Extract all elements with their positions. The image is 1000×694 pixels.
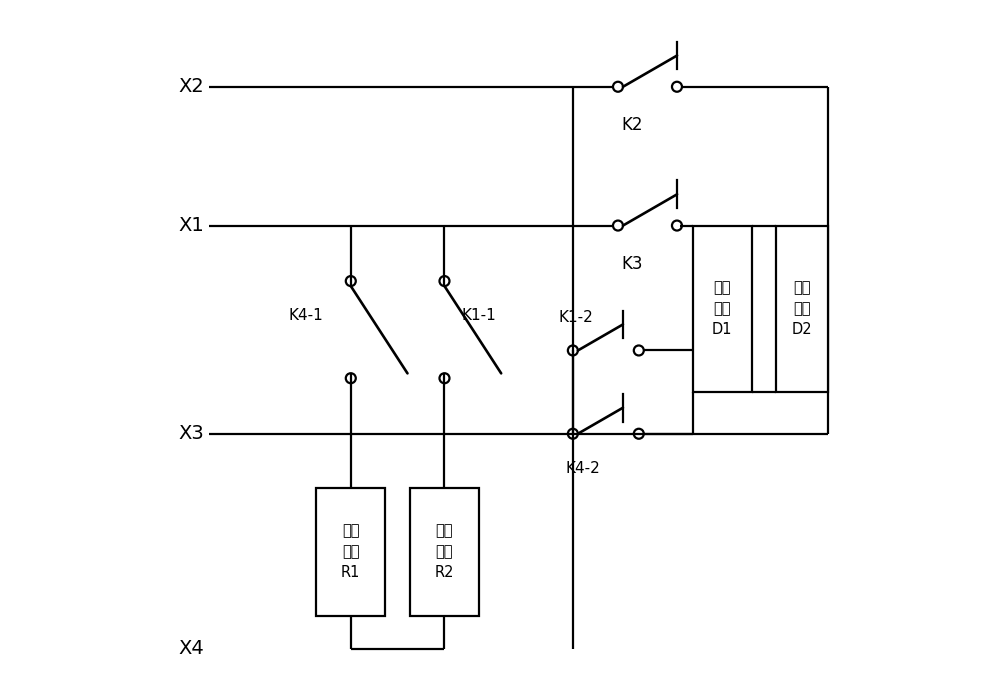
FancyBboxPatch shape [693,226,752,392]
Text: X4: X4 [178,639,204,659]
Text: 负载
单元
R2: 负载 单元 R2 [435,523,454,580]
Text: K4-1: K4-1 [288,308,323,323]
Text: X1: X1 [178,216,204,235]
Text: 导通
单元
D2: 导通 单元 D2 [792,280,812,337]
Text: K1-1: K1-1 [462,308,497,323]
FancyBboxPatch shape [776,226,828,392]
FancyBboxPatch shape [316,487,385,616]
Text: K4-2: K4-2 [566,461,601,476]
Text: 负载
单元
R1: 负载 单元 R1 [341,523,360,580]
FancyBboxPatch shape [410,487,479,616]
Text: 导通
单元
D1: 导通 单元 D1 [712,280,732,337]
Text: K2: K2 [621,116,643,134]
Text: K3: K3 [621,255,643,273]
Text: X2: X2 [178,77,204,96]
Text: K1-2: K1-2 [559,310,594,325]
Text: X3: X3 [178,424,204,443]
